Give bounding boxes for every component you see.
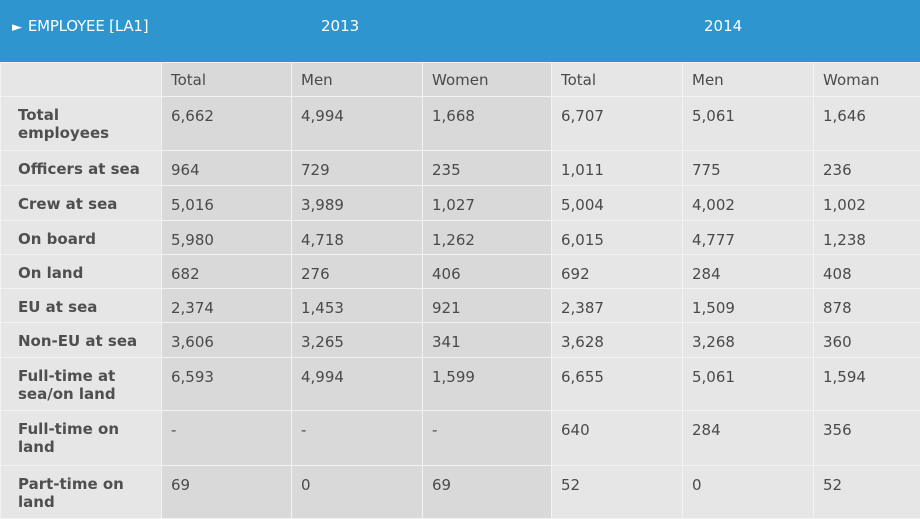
table-cell: 4,777 xyxy=(683,221,814,255)
table-cell: 878 xyxy=(814,289,920,323)
table-cell: 356 xyxy=(814,411,920,466)
table-cell: 682 xyxy=(162,255,292,289)
column-header-row: Total Men Women Total Men Woman xyxy=(1,63,920,97)
table-cell: 5,016 xyxy=(162,186,292,221)
table-cell: 1,599 xyxy=(423,358,552,411)
table-cell: 3,989 xyxy=(292,186,423,221)
table-cell: 1,002 xyxy=(814,186,920,221)
table-cell: 4,994 xyxy=(292,358,423,411)
table-cell: 0 xyxy=(292,466,423,519)
column-header: Total xyxy=(552,63,683,97)
table-cell: 6,662 xyxy=(162,97,292,151)
table-cell: 775 xyxy=(683,151,814,186)
table-cell: 1,238 xyxy=(814,221,920,255)
table-cell: 1,262 xyxy=(423,221,552,255)
year-2013-heading: 2013 xyxy=(321,17,359,35)
table-cell: 921 xyxy=(423,289,552,323)
table-cell: 1,646 xyxy=(814,97,920,151)
table-cell: 6,655 xyxy=(552,358,683,411)
table-title-text: EMPLOYEE [LA1] xyxy=(28,17,149,35)
corner-cell xyxy=(1,63,162,97)
column-header: Woman xyxy=(814,63,920,97)
table-cell: 5,061 xyxy=(683,358,814,411)
table-cell: 3,628 xyxy=(552,323,683,358)
row-label: On board xyxy=(1,221,162,255)
column-header: Women xyxy=(423,63,552,97)
table-cell: - xyxy=(162,411,292,466)
table-cell: - xyxy=(292,411,423,466)
table-cell: 640 xyxy=(552,411,683,466)
table-cell: 5,980 xyxy=(162,221,292,255)
table-cell: 276 xyxy=(292,255,423,289)
table-cell: 0 xyxy=(683,466,814,519)
table-cell: 4,718 xyxy=(292,221,423,255)
table-cell: 3,606 xyxy=(162,323,292,358)
table-cell: 4,994 xyxy=(292,97,423,151)
table-cell: 6,015 xyxy=(552,221,683,255)
table-cell: 1,453 xyxy=(292,289,423,323)
table-cell: 1,509 xyxy=(683,289,814,323)
employee-table: Total Men Women Total Men Woman Total em… xyxy=(0,62,920,519)
year-2014-heading: 2014 xyxy=(704,17,742,35)
table-cell: 964 xyxy=(162,151,292,186)
table-cell: 2,387 xyxy=(552,289,683,323)
row-label: Total employees xyxy=(1,97,162,151)
row-label: Part-time on land xyxy=(1,466,162,519)
table-cell: 360 xyxy=(814,323,920,358)
table-cell: 408 xyxy=(814,255,920,289)
table-cell: 1,594 xyxy=(814,358,920,411)
table-cell: 5,004 xyxy=(552,186,683,221)
table-title: ► EMPLOYEE [LA1] xyxy=(12,17,148,35)
table-cell: 52 xyxy=(552,466,683,519)
table-cell: 52 xyxy=(814,466,920,519)
table-cell: 6,707 xyxy=(552,97,683,151)
table-cell: - xyxy=(423,411,552,466)
table-cell: 341 xyxy=(423,323,552,358)
row-label: On land xyxy=(1,255,162,289)
row-label: EU at sea xyxy=(1,289,162,323)
table-cell: 3,265 xyxy=(292,323,423,358)
table-cell: 1,011 xyxy=(552,151,683,186)
table-cell: 1,027 xyxy=(423,186,552,221)
table-cell: 692 xyxy=(552,255,683,289)
column-header: Men xyxy=(292,63,423,97)
table-cell: 729 xyxy=(292,151,423,186)
table-cell: 284 xyxy=(683,255,814,289)
table-cell: 3,268 xyxy=(683,323,814,358)
column-header: Total xyxy=(162,63,292,97)
play-arrow-icon: ► xyxy=(12,20,22,35)
table-cell: 1,668 xyxy=(423,97,552,151)
table-cell: 236 xyxy=(814,151,920,186)
row-label: Officers at sea xyxy=(1,151,162,186)
row-label: Crew at sea xyxy=(1,186,162,221)
table-cell: 235 xyxy=(423,151,552,186)
row-label: Full-time at sea/on land xyxy=(1,358,162,411)
column-header: Men xyxy=(683,63,814,97)
table-cell: 2,374 xyxy=(162,289,292,323)
table-cell: 69 xyxy=(423,466,552,519)
table-header-bar: ► EMPLOYEE [LA1] 2013 2014 xyxy=(0,0,920,62)
row-label: Full-time on land xyxy=(1,411,162,466)
table-cell: 69 xyxy=(162,466,292,519)
table-cell: 6,593 xyxy=(162,358,292,411)
row-label: Non-EU at sea xyxy=(1,323,162,358)
table-cell: 5,061 xyxy=(683,97,814,151)
table-cell: 284 xyxy=(683,411,814,466)
table-cell: 4,002 xyxy=(683,186,814,221)
table-cell: 406 xyxy=(423,255,552,289)
